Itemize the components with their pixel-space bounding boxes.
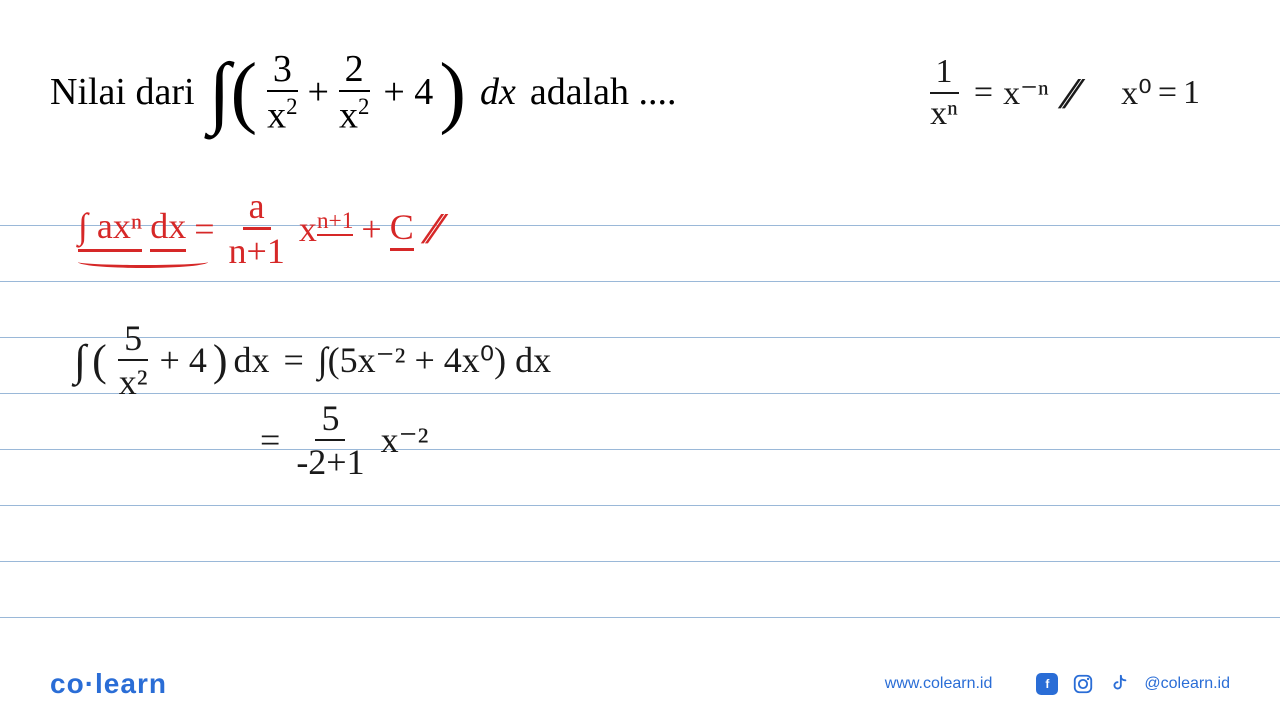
w2-eq: = [260, 419, 280, 461]
left-paren: ( [230, 60, 257, 124]
formula-c: C [390, 206, 414, 251]
w1-num: 5 [118, 320, 148, 361]
w2-tail: x⁻² [381, 419, 429, 461]
w1-lparen: ( [92, 335, 107, 386]
w1-den: x² [113, 361, 154, 400]
problem-suffix: adalah .... [530, 70, 677, 114]
underline-extension [78, 256, 208, 268]
note-2: x⁰ = 1 [1121, 73, 1200, 113]
w1-plus: + 4 [160, 339, 207, 381]
frac1-denominator: x2 [261, 92, 303, 135]
formula-eq: = [194, 208, 214, 250]
integral-expression: ∫ ( 3 x2 + 2 x2 + 4 ) [209, 50, 466, 135]
note1-rhs: x⁻ⁿ [1003, 73, 1049, 113]
facebook-icon: f [1036, 673, 1058, 695]
note1-fraction: 1 xⁿ [924, 55, 964, 131]
w2-num: 5 [315, 400, 345, 441]
coef-num: a [243, 188, 271, 230]
brand-learn: learn [95, 668, 167, 699]
w1-frac: 5 x² [113, 320, 154, 400]
plus-const: + 4 [383, 70, 433, 114]
w1-dx: dx [233, 339, 269, 381]
fraction-2: 2 x2 [333, 50, 375, 135]
problem-prefix: Nilai dari [50, 70, 195, 114]
brand-co: co [50, 668, 85, 699]
note1-eq: = [974, 74, 993, 112]
formula-coef: a n+1 [223, 188, 291, 269]
side-notes: 1 xⁿ = x⁻ⁿ // x⁰ = 1 [924, 55, 1200, 131]
instagram-icon [1072, 673, 1094, 695]
working-row-2: = 5 -2+1 x⁻² [260, 400, 428, 480]
w1-eq: = [283, 339, 303, 381]
tiktok-icon [1108, 673, 1130, 695]
brand-logo: co·learn [50, 668, 167, 700]
note1-num: 1 [930, 55, 959, 94]
coef-den: n+1 [223, 230, 291, 269]
footer: co·learn www.colearn.id f @colearn.id [0, 668, 1280, 700]
note2-rhs: 1 [1183, 74, 1200, 112]
note2-lhs: x⁰ [1121, 73, 1152, 113]
integral-sign: ∫ [209, 60, 231, 124]
frac2-denominator: x2 [333, 92, 375, 135]
footer-handle: @colearn.id [1144, 675, 1230, 693]
w2-frac: 5 -2+1 [290, 400, 370, 480]
formula-lhs: ∫ axⁿ [78, 205, 142, 252]
note2-eq: = [1158, 74, 1177, 112]
fraction-1: 3 x2 [261, 50, 303, 135]
problem-statement: Nilai dari ∫ ( 3 x2 + 2 x2 + 4 ) dx adal… [50, 50, 676, 135]
emphasis-slashes-1: // [1058, 68, 1075, 119]
w2-den: -2+1 [290, 441, 370, 480]
plus-1: + [308, 70, 329, 114]
frac1-numerator: 3 [267, 50, 298, 92]
brand-dot: · [85, 668, 95, 699]
note1-den: xⁿ [924, 94, 964, 131]
w1-rparen: ) [213, 335, 228, 386]
formula-plus: + [361, 208, 381, 250]
dx: dx [480, 70, 516, 114]
footer-right: www.colearn.id f @colearn.id [885, 673, 1230, 695]
formula-dx: dx [150, 205, 186, 252]
right-paren: ) [439, 60, 466, 124]
footer-url: www.colearn.id [885, 675, 993, 693]
formula-x: xn+1 [299, 208, 354, 250]
w1-int: ∫ [74, 335, 86, 386]
working-row-1: ∫ ( 5 x² + 4 ) dx = ∫(5x⁻² + 4x⁰) dx [74, 320, 551, 400]
w1-rhs: ∫(5x⁻² + 4x⁰) dx [318, 339, 551, 381]
frac2-numerator: 2 [339, 50, 370, 92]
note-1: 1 xⁿ = x⁻ⁿ // [924, 55, 1071, 131]
